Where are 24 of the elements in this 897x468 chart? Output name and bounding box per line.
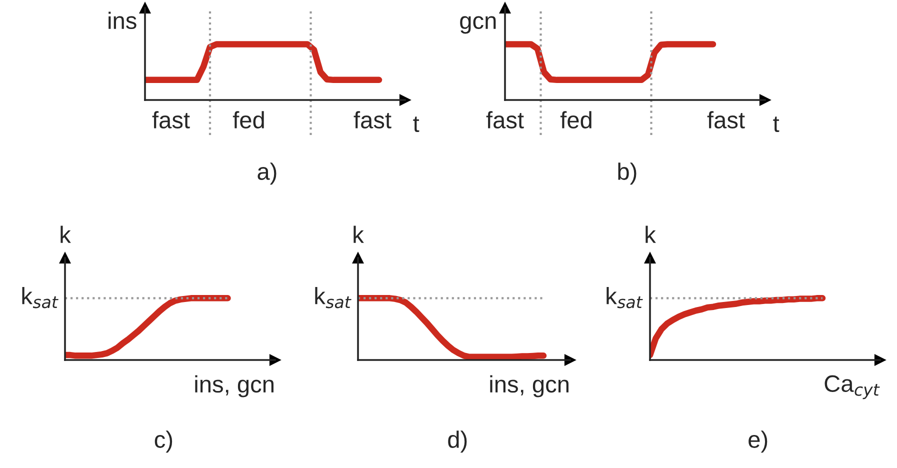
x-tick-label: fast xyxy=(707,111,745,128)
text: a) xyxy=(258,162,276,185)
y-axis-title: ins xyxy=(108,12,136,30)
x-axis-title: t xyxy=(773,116,780,132)
text: d) xyxy=(448,430,467,453)
x-tick-label: fast xyxy=(354,111,392,128)
ref-line-label: k$_{sat}$ xyxy=(22,287,58,308)
y-axis-title: gcn xyxy=(460,16,496,34)
ref-line-label: k$_{sat}$ xyxy=(606,287,643,308)
x-axis-title: ins, gcn xyxy=(490,375,568,398)
x-axis-title: t xyxy=(413,116,420,132)
x-tick-label: fast xyxy=(152,111,190,128)
y-axis-title: k xyxy=(354,226,364,243)
x-axis-title: Ca$_{cyt}$ xyxy=(824,375,880,400)
text: e) xyxy=(748,430,768,453)
y-axis-title: k xyxy=(60,226,71,243)
x-tick-label: fed xyxy=(560,111,592,128)
ref-line-label: k$_{sat}$ xyxy=(315,287,352,308)
y-axis-title: k xyxy=(646,226,656,243)
text: c) xyxy=(154,430,172,453)
x-axis-title: ins, gcn xyxy=(195,375,274,398)
x-tick-label: fed xyxy=(232,111,264,128)
text: b) xyxy=(618,162,636,185)
x-tick-label: fast xyxy=(486,111,524,128)
